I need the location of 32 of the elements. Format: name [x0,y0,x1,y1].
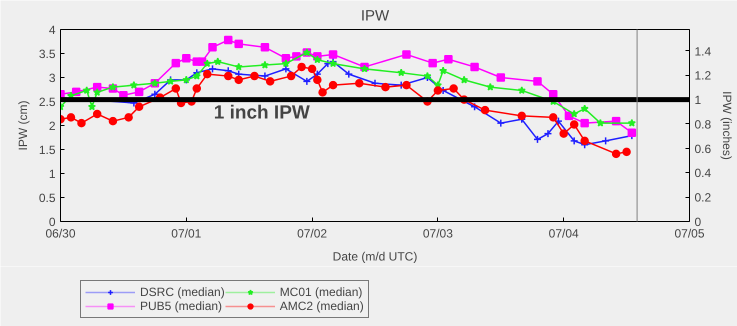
x-tick-label: 07/03 [422,226,454,240]
y-tick-label: 4 [48,23,56,37]
x-tick-label: 06/30 [45,226,76,240]
y-tick-label: 1 [48,167,56,181]
chart-title: IPW [360,8,390,24]
y2-tick-label: 1 [694,93,702,108]
x-axis-title: Date (m/d UTC) [332,250,418,264]
legend-label: DSRC (median) [140,285,225,299]
legend-label: MC01 (median) [280,285,362,299]
legend-label: AMC2 (median) [280,299,364,313]
legend-label: PUB5 (median) [140,299,222,313]
y-tick-label: 3.5 [38,47,56,61]
y2-tick-label: 0 [694,215,702,229]
y-tick-label: 3 [48,71,56,85]
y-tick-label: 2.5 [38,95,56,109]
x-tick-label: 07/01 [171,226,202,240]
y2-tick-label: 1.4 [694,44,712,58]
x-tick-label: 07/05 [674,226,705,240]
y2-tick-label: 0.4 [694,166,712,180]
y-tick-label: 0 [48,215,56,229]
y-axis-title: IPW (cm) [16,100,30,150]
y-tick-label: 2 [48,119,56,133]
y-tick-label: 1.5 [38,143,56,157]
y2-tick-label: 0.6 [694,142,712,156]
y2-tick-label: 1.2 [694,68,712,83]
y2-tick-label: 0.8 [694,117,712,132]
x-tick-label: 07/02 [297,226,328,240]
y2-axis-title: IPW (inches) [720,91,734,160]
ref-line-label: 1 inch IPW [214,102,310,124]
y2-tick-label: 0.2 [694,190,712,205]
x-tick-label: 07/04 [548,226,580,240]
y-tick-label: 0.5 [38,191,56,205]
